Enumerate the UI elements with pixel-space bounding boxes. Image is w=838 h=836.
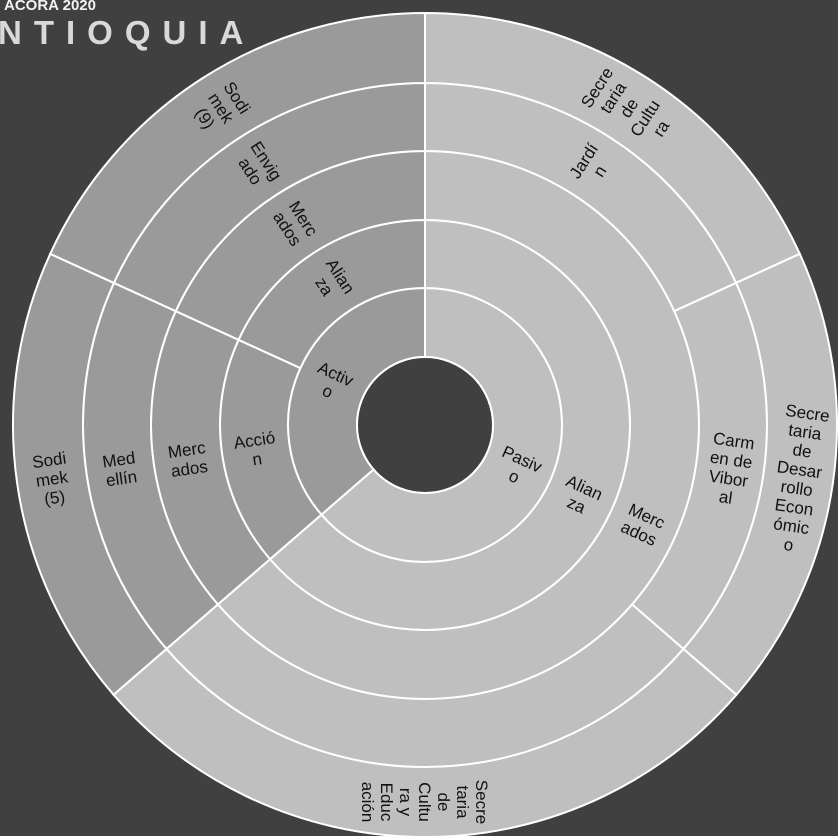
label-p_sce: SecretariadeCultura yEducación <box>358 780 491 824</box>
label-a_merc1: Mercados <box>167 438 210 481</box>
sunburst-wedges <box>12 11 838 836</box>
label-line: de <box>791 440 812 461</box>
label-line: n <box>251 449 263 469</box>
label-line: taria <box>453 785 472 819</box>
label-line: taria <box>787 420 823 444</box>
label-a_medellin: Medellín <box>101 448 139 490</box>
label-line: de <box>434 793 453 812</box>
label-line: ómic <box>772 514 811 538</box>
center-hole <box>356 356 494 494</box>
label-p_sdesarrollo: SecretariadeDesarrolloEconómico <box>765 401 832 558</box>
label-line: al <box>718 487 734 508</box>
label-line: Cultu <box>415 782 434 822</box>
label-a_sodimek5: Sodimek(5) <box>31 449 73 510</box>
label-line: Secre <box>472 780 491 824</box>
label-line: Sodi <box>31 449 67 473</box>
label-line: mek <box>35 467 70 490</box>
wedge-p_sce <box>112 647 738 836</box>
label-line: rollo <box>779 477 814 500</box>
label-line: ellín <box>105 467 139 490</box>
chart-subtitle: ACORA 2020 <box>4 0 96 14</box>
label-line: Med <box>101 448 136 472</box>
chart-title: NTIOQUIA <box>0 14 256 51</box>
label-line: ra y <box>396 788 415 817</box>
label-line: o <box>783 535 795 555</box>
label-line: Educ <box>377 783 396 822</box>
label-line: (5) <box>43 487 66 509</box>
label-line: ación <box>358 782 377 823</box>
